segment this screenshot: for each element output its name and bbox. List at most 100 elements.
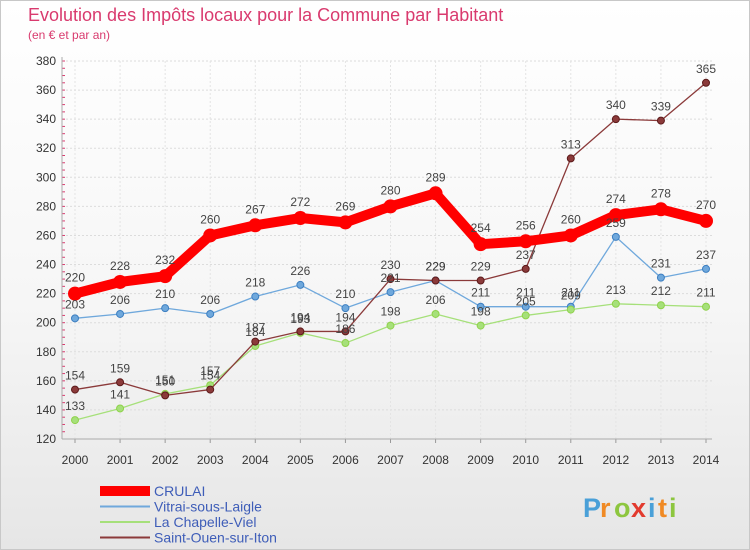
data-label: 274 (606, 192, 626, 206)
data-point (431, 276, 440, 285)
data-point (161, 391, 170, 400)
proxiti-logo: Pr o x i t i (583, 493, 677, 523)
data-label: 206 (426, 293, 446, 307)
legend-label: Saint-Ouen-sur-Iton (154, 530, 277, 546)
data-label: 339 (651, 100, 671, 114)
data-label: 206 (110, 293, 130, 307)
data-point (158, 269, 173, 284)
data-point (428, 186, 443, 201)
data-point (116, 404, 125, 413)
data-label: 218 (245, 276, 265, 290)
y-tick-label: 320 (36, 141, 56, 155)
y-tick-label: 240 (36, 258, 56, 272)
data-point (71, 314, 79, 323)
data-label: 313 (561, 137, 581, 151)
data-point (611, 299, 620, 308)
data-label: 187 (245, 321, 265, 335)
data-label: 205 (516, 294, 536, 308)
data-point (608, 208, 623, 223)
data-point (206, 385, 215, 394)
data-point (71, 385, 79, 394)
logo-letter: x (631, 493, 646, 523)
data-point (521, 311, 530, 320)
x-tick-label: 2000 (62, 453, 89, 467)
data-label: 229 (426, 260, 446, 274)
logo-letter: i (669, 493, 677, 523)
data-point (566, 154, 575, 163)
data-point (71, 416, 79, 425)
x-tick-label: 2014 (693, 453, 720, 467)
x-tick-label: 2002 (152, 453, 179, 467)
x-tick-label: 2012 (603, 453, 630, 467)
data-label: 150 (155, 374, 175, 388)
y-tick-label: 140 (36, 403, 56, 417)
data-label: 280 (380, 183, 400, 197)
y-tick-label: 380 (36, 54, 56, 68)
data-label: 151 (155, 373, 175, 387)
data-point (113, 274, 128, 289)
data-point (702, 302, 710, 311)
data-label: 184 (245, 325, 265, 339)
data-label: 260 (200, 212, 220, 226)
data-label: 193 (290, 312, 310, 326)
data-label: 260 (561, 212, 581, 226)
data-point (702, 78, 710, 87)
data-label: 229 (471, 260, 491, 274)
data-point (566, 305, 575, 314)
data-point (563, 228, 578, 243)
data-label: 203 (65, 297, 85, 311)
data-label: 229 (426, 260, 446, 274)
data-point (341, 304, 350, 313)
data-label: 289 (426, 170, 446, 184)
x-tick-label: 2009 (467, 453, 494, 467)
y-tick-label: 260 (36, 228, 56, 242)
data-point (116, 309, 125, 318)
logo-letter: P (583, 493, 601, 523)
data-point (341, 339, 350, 348)
data-label: 237 (696, 248, 716, 262)
data-label: 206 (200, 293, 220, 307)
logo-letter: o (614, 493, 631, 523)
y-tick-label: 120 (36, 432, 56, 446)
data-label: 221 (380, 271, 400, 285)
data-label: 133 (65, 399, 85, 413)
data-label: 194 (335, 310, 355, 324)
data-point (296, 280, 305, 289)
legend-label: La Chapelle-Viel (154, 514, 256, 530)
data-label: 159 (110, 361, 130, 375)
y-tick-label: 160 (36, 374, 56, 388)
data-label: 340 (606, 98, 626, 112)
data-label: 209 (561, 289, 581, 303)
data-label: 259 (606, 216, 626, 230)
data-point (251, 337, 260, 346)
data-point (521, 302, 530, 311)
data-point (296, 327, 305, 336)
data-label: 231 (651, 257, 671, 271)
chart-title: Evolution des Impôts locaux pour la Comm… (28, 5, 503, 25)
data-label: 210 (155, 287, 175, 301)
data-label: 267 (245, 202, 265, 216)
y-tick-label: 180 (36, 345, 56, 359)
data-point (476, 321, 485, 330)
data-label: 141 (110, 387, 130, 401)
data-label: 211 (516, 286, 535, 300)
data-point (203, 228, 218, 243)
series-group (68, 78, 713, 425)
data-point (386, 275, 395, 284)
data-point (338, 215, 353, 230)
data-point (431, 309, 440, 318)
data-point (611, 232, 620, 241)
data-label: 154 (200, 369, 220, 383)
data-point (518, 234, 533, 249)
data-point (248, 218, 263, 233)
x-tick-label: 2006 (332, 453, 359, 467)
data-point (656, 116, 665, 125)
x-tick-label: 2011 (558, 453, 584, 467)
legend-label: CRULAI (154, 483, 205, 499)
data-point (656, 301, 665, 310)
x-tick-label: 2001 (107, 453, 134, 467)
data-label: 198 (380, 305, 400, 319)
data-label: 269 (335, 199, 355, 213)
